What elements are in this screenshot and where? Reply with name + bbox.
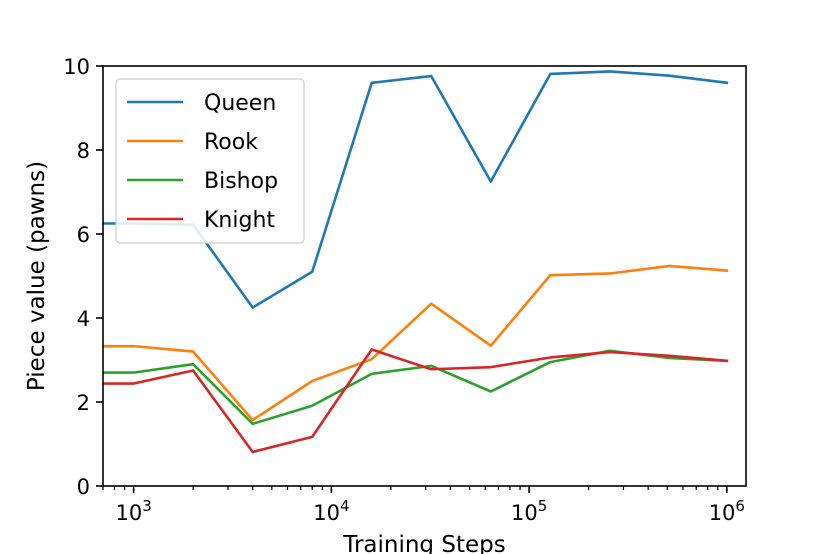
- plot-area-frame: [102, 65, 747, 487]
- axis-ticks: 0 2 4 6 8 10 103 104 105 106: [63, 55, 745, 525]
- x-tick-label: 105: [511, 497, 547, 525]
- y-tick-label: 0: [77, 475, 90, 499]
- y-tick-label: 8: [77, 139, 90, 163]
- x-tick-label: 103: [115, 497, 151, 525]
- x-tick-label: 106: [709, 497, 745, 525]
- y-tick-label: 6: [77, 223, 90, 247]
- y-tick-label: 2: [77, 391, 90, 415]
- y-tick-label: 10: [63, 55, 90, 79]
- y-axis-label: Piece value (pawns): [24, 161, 50, 391]
- x-axis-label: Training Steps: [342, 532, 505, 554]
- legend-label-rook: Rook: [204, 130, 258, 155]
- legend-label-knight: Knight: [204, 208, 275, 233]
- series-line-bishop: [103, 349, 729, 426]
- x-tick-label: 104: [313, 497, 349, 525]
- series-line-knight: [103, 348, 729, 454]
- legend-label-queen: Queen: [204, 91, 276, 116]
- series-line-rook: [103, 264, 729, 422]
- legend-box: [115, 78, 305, 244]
- legend-label-bishop: Bishop: [204, 169, 278, 194]
- y-tick-label: 4: [77, 307, 90, 331]
- legend: Queen Rook Bishop Knight: [115, 78, 305, 244]
